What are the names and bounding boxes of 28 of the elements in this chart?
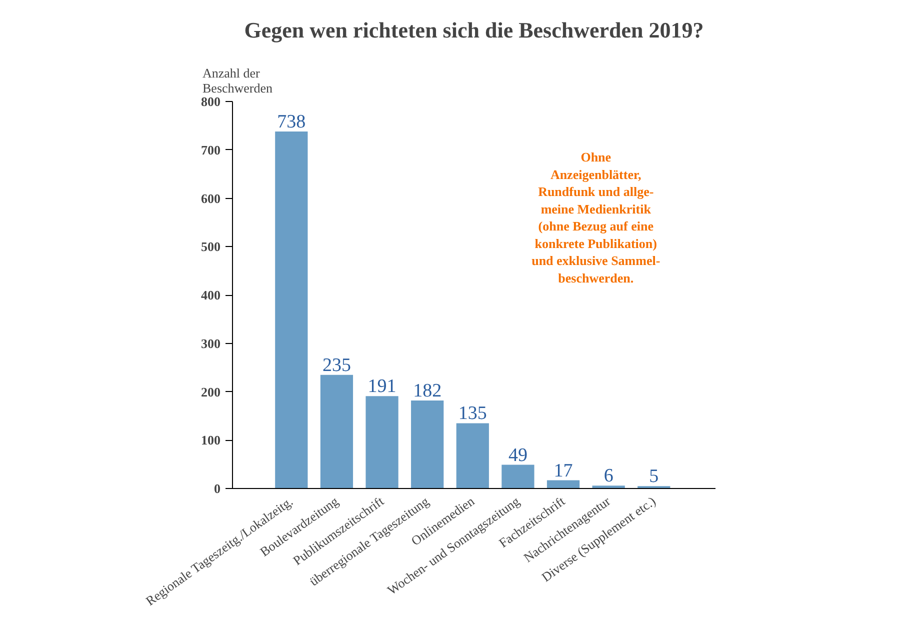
y-tick-label: 600 [201, 190, 220, 206]
data-label: 738 [277, 111, 306, 132]
bar [275, 131, 308, 488]
annotation: Ohne Anzeigenblätter, Rundfunk und allge- meine Medienkritik (ohne Bezug auf eine konkrete Publikation) und exklusive Sammel- beschwerden. [532, 150, 660, 286]
bar [366, 396, 398, 488]
data-label: 182 [413, 380, 442, 402]
data-label: 49 [508, 444, 528, 466]
y-tick-label: 700 [201, 142, 220, 158]
chart-title: Gegen wen richteten sich die Beschwerden 2019? [244, 18, 704, 42]
y-tick-label: 400 [201, 288, 220, 302]
bar [411, 400, 444, 488]
data-label: 17 [554, 460, 573, 482]
bar [502, 464, 534, 488]
y-axis-title: Anzahl der Beschwerden [202, 66, 274, 96]
y-tick-label: 800 [201, 94, 220, 109]
bar [456, 423, 489, 488]
y-tick-label: 0 [214, 481, 220, 496]
data-label: 191 [368, 376, 396, 398]
data-label: 235 [322, 354, 351, 376]
data-label: 5 [649, 466, 659, 488]
data-label: 135 [458, 403, 487, 424]
data-label: 6 [604, 466, 614, 487]
y-tick-label: 500 [201, 239, 220, 254]
y-tick-label: 300 [201, 336, 220, 351]
y-tick-label: 100 [201, 432, 220, 448]
y-tick-label: 200 [201, 384, 220, 400]
bar [546, 480, 580, 488]
bar [320, 374, 354, 488]
